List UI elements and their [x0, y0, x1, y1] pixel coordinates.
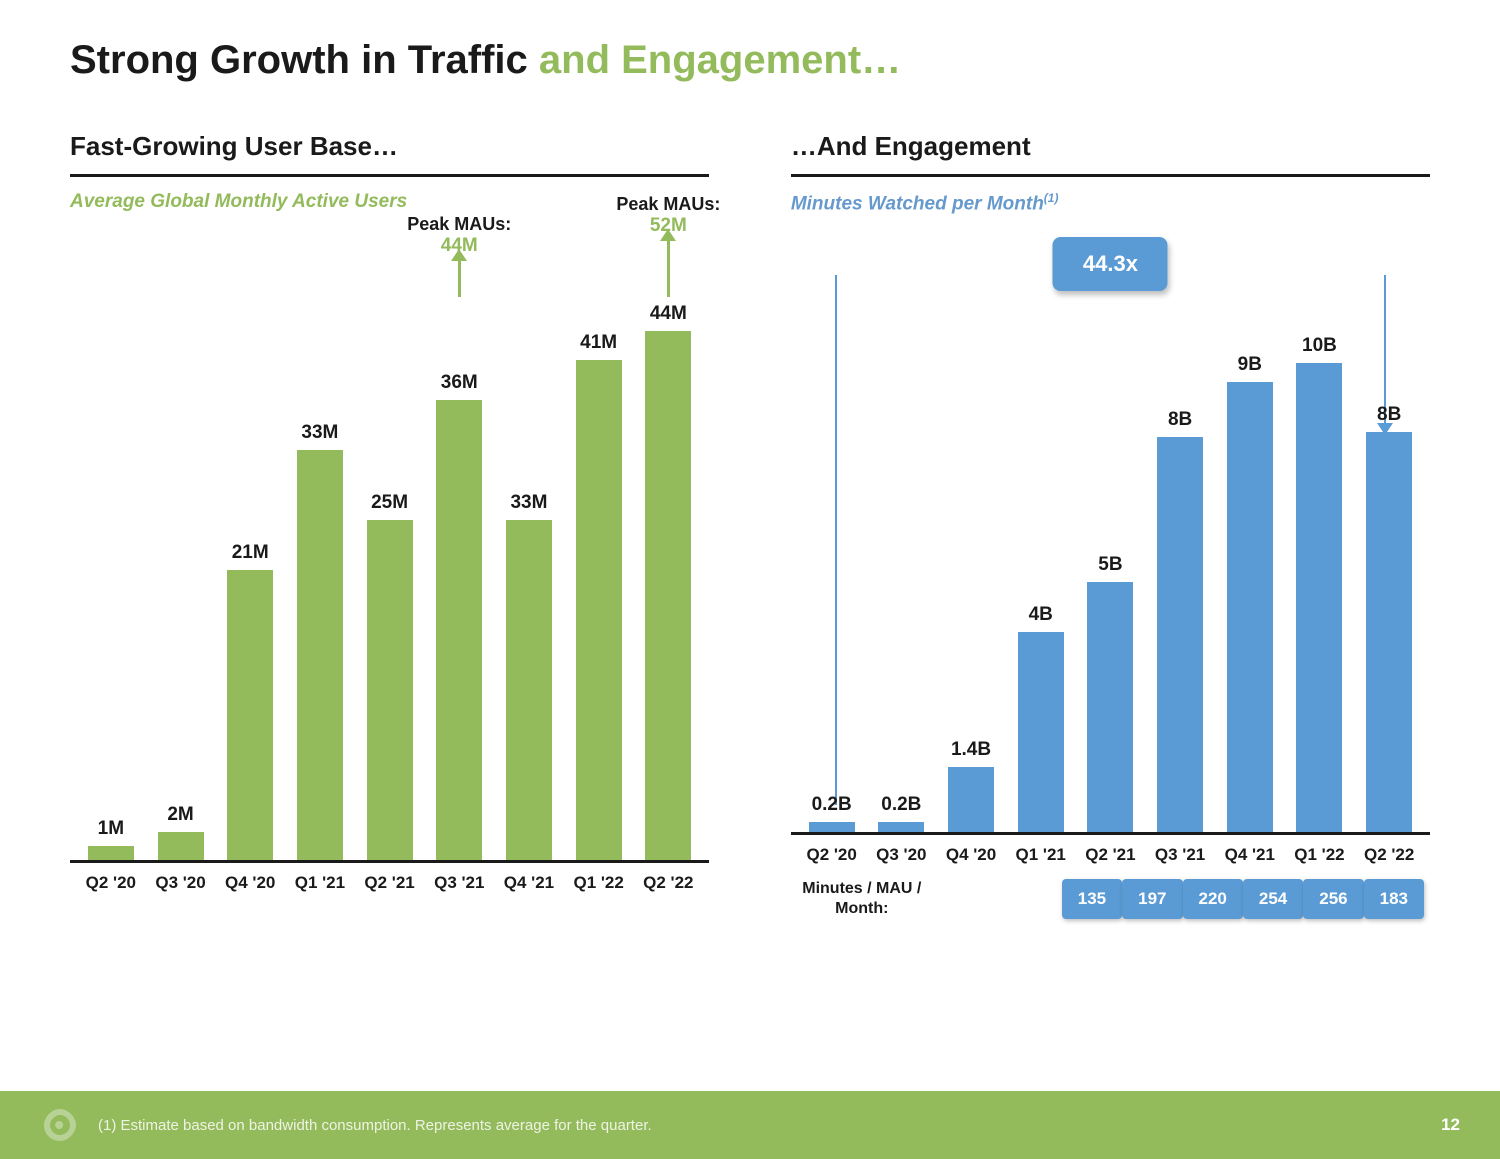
- minutes-box-q3-21: 220: [1183, 879, 1243, 919]
- minutes-box-q1-22: 256: [1303, 879, 1363, 919]
- mau-bar-group-8: Peak MAUs: 52M 44M: [634, 303, 704, 860]
- mau-bar-q1-21[interactable]: [297, 450, 343, 860]
- mau-bar-q2-21[interactable]: [367, 520, 413, 860]
- minutes-bar-q4-21[interactable]: [1227, 382, 1273, 832]
- minutes-box-q1-21: 135: [1062, 879, 1122, 919]
- columns-container: Fast-Growing User Base… Average Global M…: [0, 131, 1500, 919]
- multiplier-callout: 44.3x: [797, 245, 1424, 335]
- minutes-bars-row: 0.2B 0.2B 1.4B 4B: [791, 335, 1430, 835]
- mau-bar-q2-22[interactable]: [645, 331, 691, 860]
- slide-root: Strong Growth in Traffic and Engagement……: [0, 0, 1500, 1159]
- minutes-axis-labels: Q2 '20 Q3 '20 Q4 '20 Q1 '21 Q2 '21 Q3 '2…: [791, 845, 1430, 865]
- minutes-bar-group-2: 1.4B: [936, 335, 1006, 832]
- minutes-bar-group-6: 9B: [1215, 335, 1285, 832]
- minutes-per-mau-row: Minutes / MAU / Month: 135 197 220 254 2…: [791, 879, 1430, 919]
- minutes-bar-group-8: 8B: [1354, 335, 1424, 832]
- mau-bar-q4-21[interactable]: [506, 520, 552, 860]
- mau-bar-q2-20[interactable]: [88, 846, 134, 860]
- title-bar: Strong Growth in Traffic and Engagement…: [0, 0, 1500, 83]
- minutes-bar-q3-20[interactable]: [878, 822, 924, 832]
- footer-bar: (1) Estimate based on bandwidth consumpt…: [0, 1091, 1500, 1159]
- mau-bar-q4-20[interactable]: [227, 570, 273, 860]
- mau-bar-group-1: 2M: [146, 303, 216, 860]
- left-panel-header: Fast-Growing User Base…: [70, 131, 709, 177]
- minutes-bar-group-5: 8B: [1145, 335, 1215, 832]
- minutes-bar-group-3: 4B: [1006, 335, 1076, 832]
- mau-bar-chart: 1M 2M 21M: [70, 243, 709, 893]
- minutes-bar-q4-20[interactable]: [948, 767, 994, 832]
- mau-bar-q3-21[interactable]: [436, 400, 482, 860]
- mau-bar-group-3: 33M: [285, 303, 355, 860]
- minutes-bar-group-4: 5B: [1076, 335, 1146, 832]
- mau-bar-group-0: 1M: [76, 303, 146, 860]
- minutes-bar-q1-22[interactable]: [1296, 363, 1342, 832]
- footer-page-number: 12: [1441, 1115, 1460, 1135]
- minutes-bar-q2-22[interactable]: [1366, 432, 1412, 832]
- minutes-bar-group-7: 10B: [1285, 335, 1355, 832]
- minutes-box-q4-21: 254: [1243, 879, 1303, 919]
- page-title: Strong Growth in Traffic and Engagement…: [70, 38, 1500, 83]
- minutes-bar-q2-20[interactable]: [809, 822, 855, 832]
- minutes-bar-q2-21[interactable]: [1087, 582, 1133, 832]
- minutes-box-q2-22: 183: [1364, 879, 1424, 919]
- mau-bars-row: 1M 2M 21M: [70, 303, 709, 863]
- minutes-box-q2-21: 197: [1122, 879, 1182, 919]
- minutes-bar-chart: 44.3x 0.2B 0.2B 1.4B: [791, 245, 1430, 919]
- mau-bar-q3-20[interactable]: [158, 832, 204, 860]
- right-panel: …And Engagement Minutes Watched per Mont…: [791, 131, 1430, 919]
- mau-bar-group-2: 21M: [215, 303, 285, 860]
- right-panel-header: …And Engagement: [791, 131, 1430, 177]
- mau-axis-labels: Q2 '20 Q3 '20 Q4 '20 Q1 '21 Q2 '21 Q3 '2…: [70, 873, 709, 893]
- left-panel: Fast-Growing User Base… Average Global M…: [70, 131, 709, 919]
- minutes-bar-group-0: 0.2B: [797, 335, 867, 832]
- mau-bar-group-5: Peak MAUs: 44M 36M: [424, 303, 494, 860]
- mau-bar-group-4: 25M: [355, 303, 425, 860]
- roku-logo-icon: [40, 1105, 80, 1145]
- minutes-boxes-container: 135 197 220 254 256 183: [927, 879, 1424, 919]
- mau-bar-group-7: 41M: [564, 303, 634, 860]
- minutes-bar-q1-21[interactable]: [1018, 632, 1064, 832]
- footer-note: (1) Estimate based on bandwidth consumpt…: [98, 1117, 652, 1134]
- right-panel-subheader: Minutes Watched per Month(1): [791, 191, 1430, 215]
- mau-bar-q1-22[interactable]: [576, 360, 622, 860]
- left-panel-subheader: Average Global Monthly Active Users: [70, 191, 709, 213]
- mau-bar-group-6: 33M: [494, 303, 564, 860]
- minutes-bar-group-1: 0.2B: [867, 335, 937, 832]
- minutes-bar-q3-21[interactable]: [1157, 437, 1203, 832]
